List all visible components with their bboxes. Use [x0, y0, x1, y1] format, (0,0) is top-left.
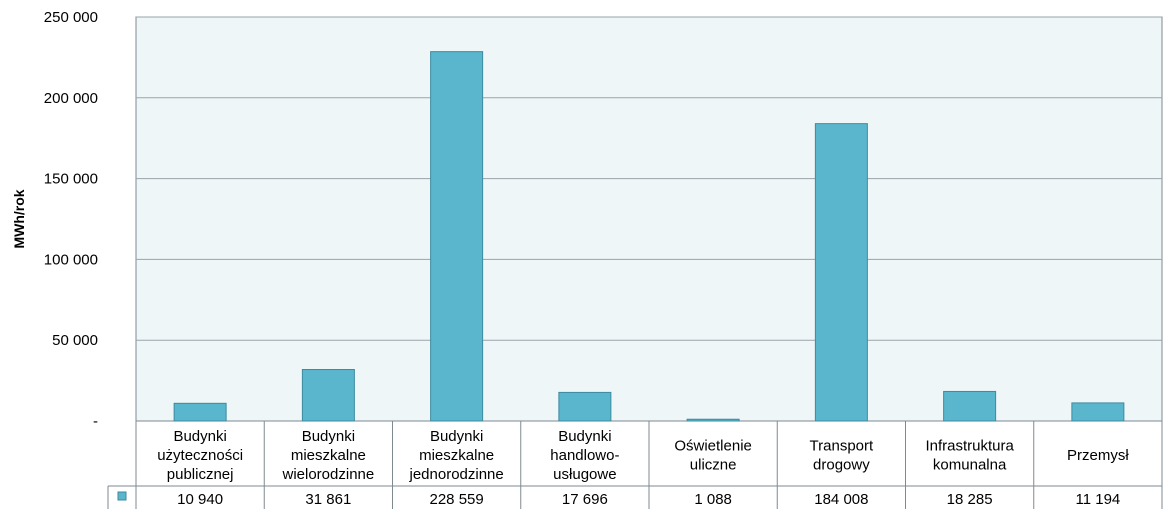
category-label: Oświetlenie uliczne: [674, 438, 752, 474]
value-label: 17 696: [562, 491, 608, 508]
y-tick-label: 150 000: [44, 171, 98, 188]
category-label: Budynki mieszkalne jednorodzinne: [409, 428, 504, 483]
value-label: 184 008: [814, 491, 868, 508]
y-tick-label: 100 000: [44, 251, 98, 268]
y-tick-label: 250 000: [44, 9, 98, 26]
value-label: 228 559: [430, 491, 484, 508]
plot-area: [135, 16, 1163, 422]
category-label: Budynki mieszkalne wielorodzinne: [282, 428, 375, 483]
value-label: 31 861: [305, 491, 351, 508]
legend-key: [117, 491, 127, 501]
category-label: Budynki użyteczności publicznej: [157, 428, 243, 483]
bar-1: [173, 402, 227, 422]
y-tick-label: 50 000: [52, 332, 98, 349]
y-tick-label: 200 000: [44, 90, 98, 107]
category-label: Przemysł: [1067, 447, 1129, 464]
value-label: 11 194: [1075, 491, 1120, 508]
value-label: 1 088: [694, 491, 732, 508]
y-tick-label: -: [93, 413, 98, 430]
bar-5: [686, 418, 740, 422]
bars: [173, 51, 1125, 422]
y-axis-title: MWh/rok: [11, 189, 27, 248]
category-label: Transport drogowy: [810, 438, 874, 474]
gridlines: [136, 16, 1162, 341]
value-label: 10 940: [177, 491, 223, 508]
y-axis-ticks: - 50 000 100 000 150 000 200 000 250 000: [44, 9, 98, 430]
bar-8: [1071, 402, 1125, 422]
category-label: Budynki handlowo-usługowe: [550, 428, 619, 483]
bar-7: [943, 390, 997, 422]
bar-6: [814, 123, 868, 422]
bar-3: [430, 51, 484, 422]
data-table: Budynki użyteczności publicznej Budynki mies…: [107, 421, 1163, 509]
category-label: Infrastruktura komunalna: [925, 438, 1014, 474]
value-label: 18 285: [947, 491, 993, 508]
bar-4: [558, 391, 612, 422]
bar-2: [301, 369, 355, 422]
